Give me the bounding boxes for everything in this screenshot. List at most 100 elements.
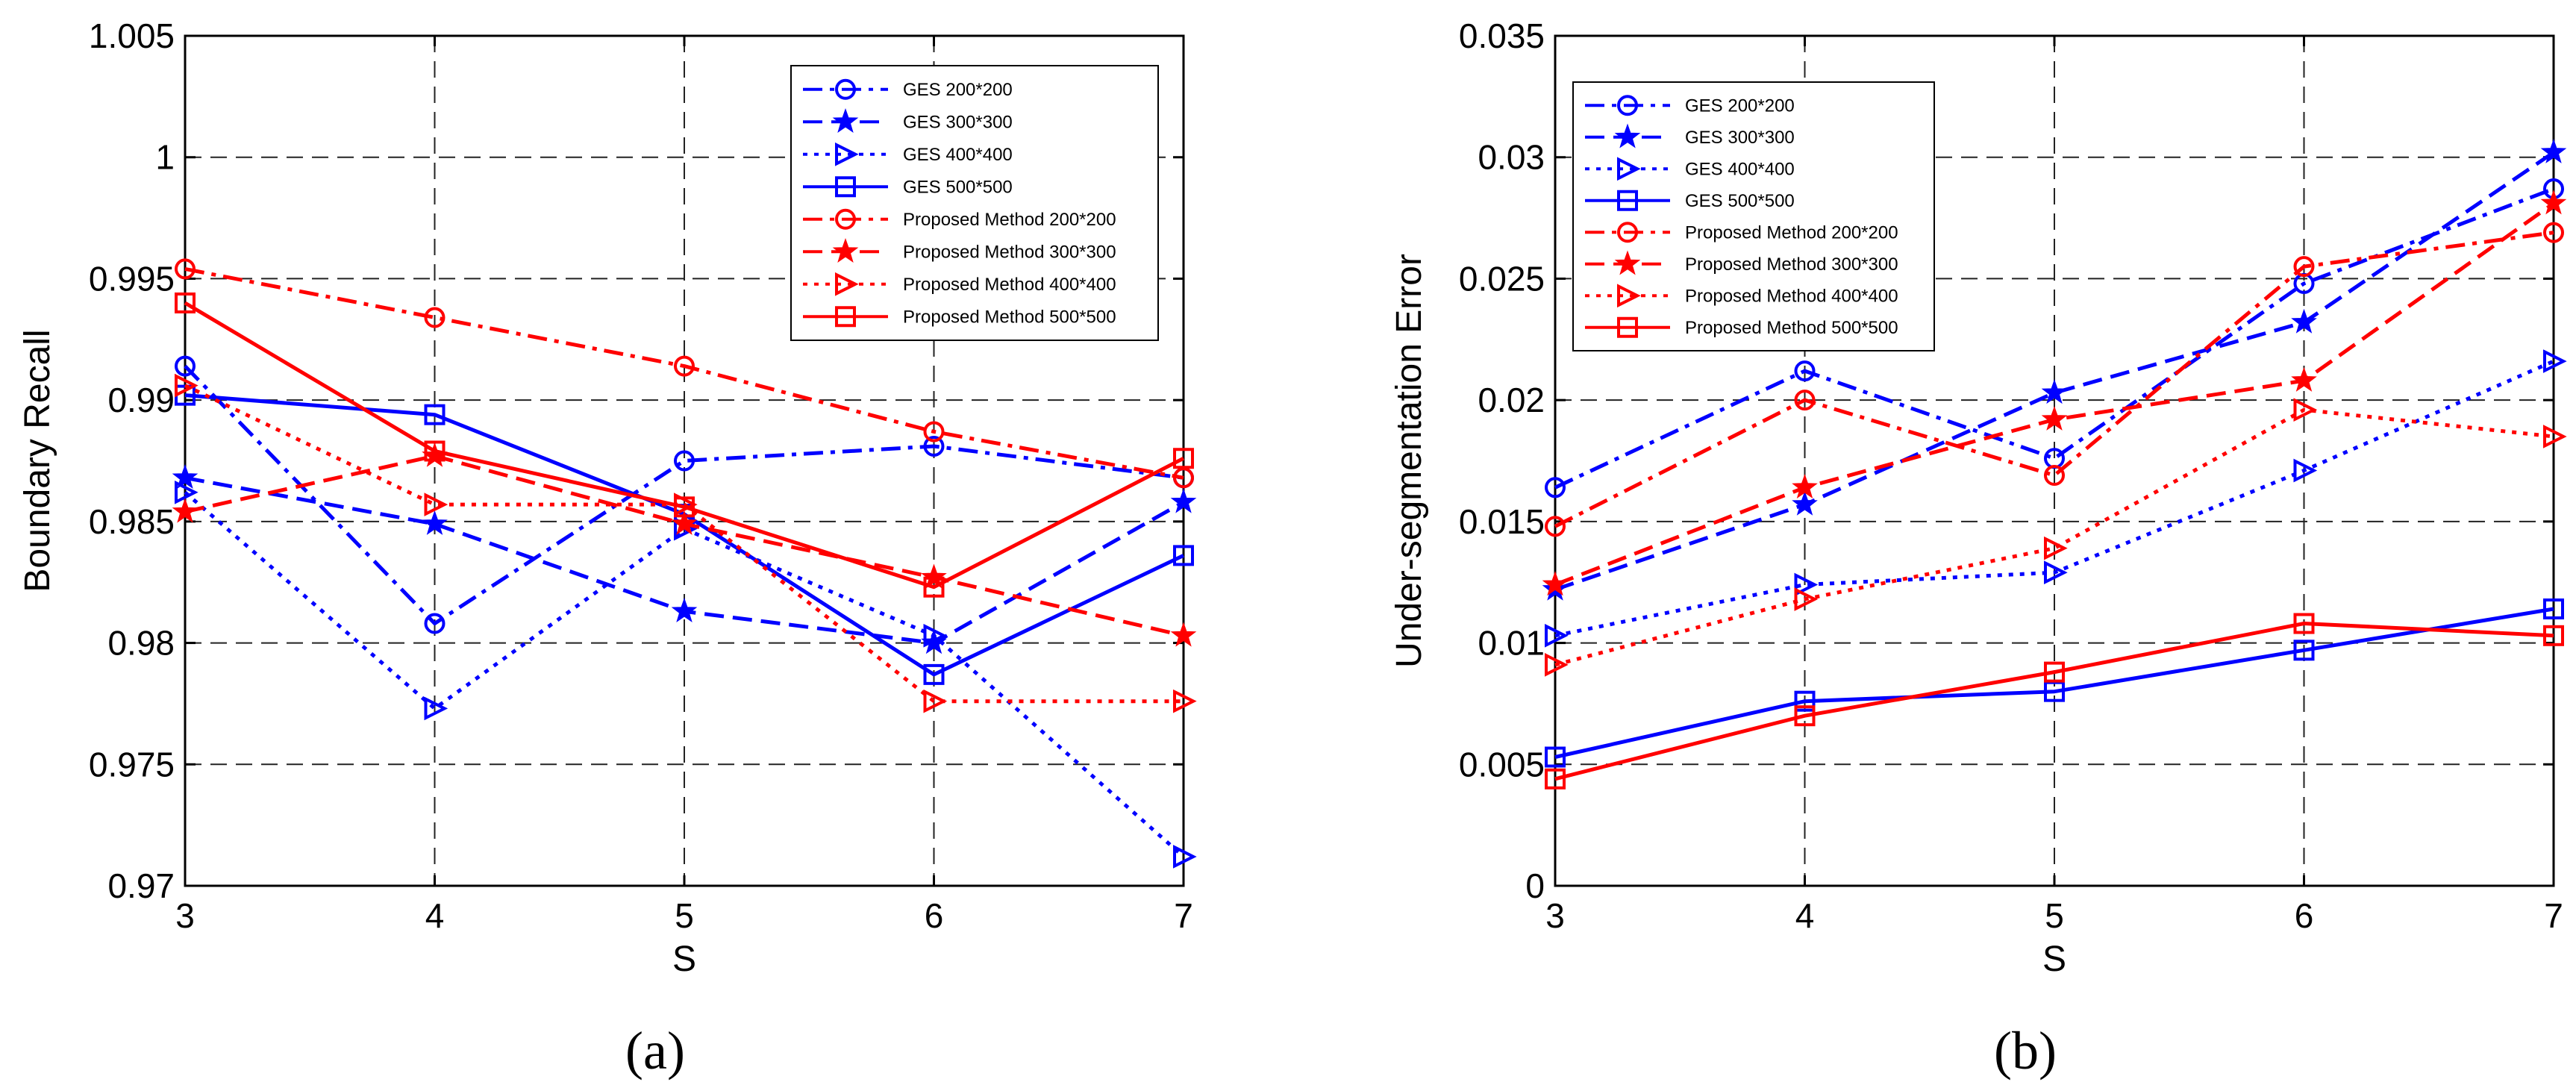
data-point	[1545, 477, 1566, 498]
data-point	[674, 496, 695, 518]
panel-label: (a)	[625, 1021, 685, 1081]
data-point	[2293, 458, 2318, 483]
data-point	[2540, 190, 2567, 215]
legend-marker	[1617, 222, 1638, 243]
x-axis-label: S	[672, 940, 696, 979]
series-4	[175, 258, 1194, 489]
data-point	[424, 307, 446, 328]
y-tick-label: 0.025	[1459, 259, 1545, 298]
data-point	[424, 440, 446, 462]
legend-entry: Proposed Method 300*300	[903, 242, 1116, 262]
x-tick-label: 4	[425, 896, 445, 935]
y-tick-label: 0.975	[89, 745, 175, 784]
x-axis-label: S	[2042, 940, 2066, 979]
chart-panel-b: 3 4 5 6 7 0 0.005 0.01 0.015 0.02 0.025 0.03 0.035 S U…	[1389, 16, 2567, 1081]
data-point	[1173, 467, 1194, 489]
data-point	[175, 373, 198, 398]
legend-marker	[835, 142, 859, 166]
y-tick-label: 0.98	[107, 624, 175, 663]
series-line	[1554, 151, 2555, 592]
data-point	[422, 510, 448, 535]
data-point	[1794, 690, 1816, 712]
legend-entry: Proposed Method 400*400	[1685, 286, 1898, 306]
data-point	[923, 663, 945, 685]
y-tick-label: 0.99	[107, 381, 175, 419]
data-point	[1794, 390, 1816, 411]
data-point	[1792, 474, 1818, 498]
data-point	[2543, 598, 2564, 620]
data-point	[671, 510, 698, 535]
data-point	[2044, 560, 2068, 585]
data-point	[2041, 379, 2068, 404]
legend-marker	[1614, 250, 1641, 275]
data-point	[1545, 746, 1566, 768]
x-tick-label: 3	[175, 896, 195, 935]
panel-label: (b)	[1994, 1021, 2057, 1081]
data-point	[1794, 572, 1819, 597]
legend-marker	[1617, 95, 1638, 116]
data-point	[923, 435, 945, 457]
data-point	[1545, 516, 1566, 537]
data-point	[1173, 689, 1197, 713]
series-7	[1545, 613, 2564, 790]
series-3	[1545, 598, 2564, 768]
y-axis-label: Under-segmentation Error	[1389, 254, 1429, 668]
data-point	[1173, 845, 1197, 869]
series-5	[1542, 190, 2567, 596]
legend-entry: GES 200*200	[903, 80, 1013, 100]
legend-entry: GES 200*200	[1685, 96, 1795, 116]
data-point	[671, 598, 698, 622]
series-line	[1554, 231, 2554, 528]
data-point	[1792, 490, 1818, 516]
chart-panel-a: 3 4 5 6 7 0.97 0.975 0.98 0.985 0.99 0.995 1 1.005 S B…	[18, 16, 1197, 1081]
x-tick-label: 7	[2544, 896, 2563, 935]
data-point	[2540, 138, 2567, 163]
series-7	[175, 292, 1194, 598]
legend: GES 200*200 GES 300*300 GES 400*400 GES 500…	[790, 65, 1159, 341]
legend-marker	[1617, 190, 1638, 211]
data-point	[2293, 256, 2315, 278]
y-tick-label: 0.005	[1459, 745, 1545, 784]
data-point	[923, 421, 945, 443]
legend-entry: GES 500*500	[903, 177, 1013, 197]
data-point	[1794, 705, 1816, 727]
data-point	[175, 292, 196, 313]
data-point	[2293, 640, 2315, 661]
y-tick-label: 0.985	[89, 502, 175, 541]
data-point	[1170, 622, 1197, 647]
data-point	[1173, 448, 1194, 469]
legend-entry: Proposed Method 500*500	[1685, 318, 1898, 338]
legend-marker	[1617, 316, 1638, 338]
data-point	[1542, 571, 1569, 596]
data-point	[921, 563, 947, 589]
series-line	[1554, 359, 2555, 638]
data-point	[2291, 366, 2317, 392]
y-tick-label: 0.01	[1478, 624, 1545, 663]
data-point	[2293, 613, 2315, 634]
series-2	[175, 480, 1197, 869]
data-point	[1545, 653, 1569, 677]
legend-box	[1572, 81, 1935, 351]
series-4	[1545, 222, 2564, 537]
legend-marker	[832, 108, 859, 133]
series-line	[1554, 607, 2554, 759]
series-line	[184, 266, 1184, 480]
data-point	[2543, 349, 2567, 373]
x-tick-label: 6	[925, 896, 944, 935]
data-point	[2293, 398, 2318, 422]
data-point	[424, 613, 446, 634]
legend-marker	[835, 78, 856, 100]
series-0	[1545, 178, 2564, 498]
series-6	[1545, 398, 2567, 677]
series-line	[1554, 187, 2554, 490]
series-line	[1554, 407, 2554, 667]
data-point	[2044, 465, 2065, 487]
data-point	[2044, 681, 2065, 702]
legend-marker	[1614, 123, 1641, 149]
data-point	[923, 623, 948, 648]
data-point	[424, 493, 448, 516]
series-line	[184, 490, 1185, 858]
series-line	[184, 384, 1184, 704]
legend-box	[790, 65, 1159, 341]
